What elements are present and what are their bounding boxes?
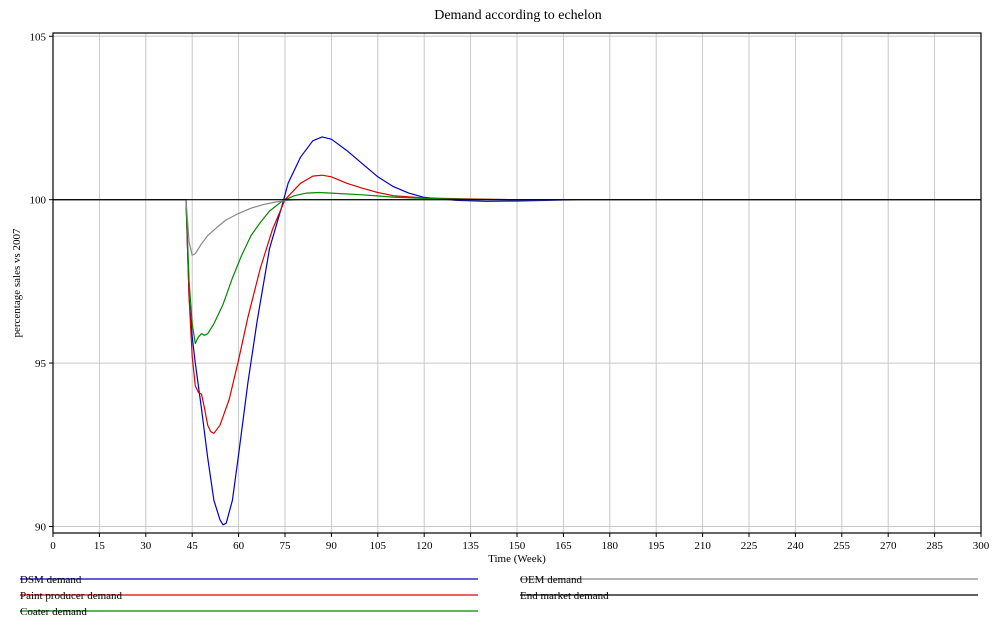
legend-label: End market demand <box>520 590 609 602</box>
legend-label: OEM demand <box>520 574 583 586</box>
series-line-paint-producer-demand <box>53 174 981 434</box>
x-tick-label: 180 <box>602 540 619 552</box>
legend-item-end-market-demand: End market demand <box>520 590 978 602</box>
x-tick-label: 255 <box>834 540 851 552</box>
x-tick-label: 75 <box>280 540 292 552</box>
x-tick-label: 15 <box>94 540 106 552</box>
x-tick-label: 120 <box>416 540 433 552</box>
y-axis-label: percentage sales vs 2007 <box>11 228 23 338</box>
x-tick-label: 90 <box>326 540 338 552</box>
y-axis-ticks: 90 95 100 105 <box>30 31 53 533</box>
series-line-coater-demand <box>53 191 981 345</box>
x-tick-label: 45 <box>187 540 199 552</box>
x-axis-ticks: 0 15 30 45 60 75 90 105 120 135 150 165 180 195 210 225… <box>50 533 990 552</box>
x-tick-label: 60 <box>233 540 245 552</box>
plot-frame <box>52 32 982 534</box>
chart-title: Demand according to echelon <box>434 8 602 23</box>
legend-item-coater-demand: Coater demand <box>20 606 478 618</box>
x-tick-label: 195 <box>648 540 665 552</box>
legend: DSM demand Paint producer demand Coater de… <box>20 574 978 618</box>
legend-item-dsm-demand: DSM demand <box>20 574 478 586</box>
series-lines <box>53 136 981 526</box>
legend-label: DSM demand <box>20 574 82 586</box>
y-tick-label: 100 <box>30 195 47 207</box>
x-tick-label: 150 <box>509 540 526 552</box>
x-tick-label: 225 <box>741 540 758 552</box>
legend-label: Coater demand <box>20 606 87 618</box>
legend-item-paint-producer-demand: Paint producer demand <box>20 590 478 602</box>
y-tick-label: 95 <box>35 358 47 370</box>
x-tick-label: 165 <box>555 540 572 552</box>
y-tick-label: 105 <box>30 31 47 43</box>
x-axis-label: Time (Week) <box>488 553 546 565</box>
x-tick-label: 300 <box>973 540 990 552</box>
x-tick-label: 135 <box>462 540 479 552</box>
y-tick-label: 90 <box>35 521 47 533</box>
series-line-oem-demand <box>53 199 981 256</box>
legend-label: Paint producer demand <box>20 590 123 602</box>
x-tick-label: 0 <box>50 540 56 552</box>
x-tick-label: 210 <box>694 540 711 552</box>
x-tick-label: 270 <box>880 540 897 552</box>
x-tick-label: 240 <box>787 540 804 552</box>
legend-item-oem-demand: OEM demand <box>520 574 978 586</box>
x-tick-label: 30 <box>140 540 152 552</box>
x-tick-label: 105 <box>370 540 387 552</box>
x-tick-label: 285 <box>926 540 943 552</box>
grid <box>53 33 981 533</box>
